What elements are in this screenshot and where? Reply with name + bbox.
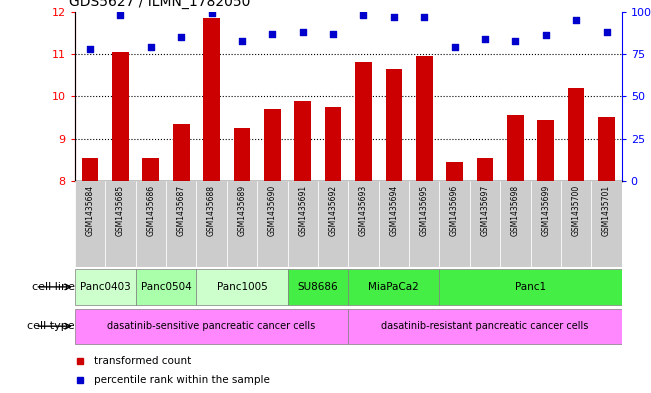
- Bar: [75, 181, 105, 267]
- Bar: [477, 158, 493, 181]
- Text: GDS5627 / ILMN_1782050: GDS5627 / ILMN_1782050: [70, 0, 251, 9]
- Bar: [446, 162, 463, 181]
- Text: GSM1435689: GSM1435689: [238, 185, 247, 236]
- Bar: [325, 107, 341, 181]
- Point: [540, 32, 551, 39]
- Bar: [288, 181, 318, 267]
- Text: GSM1435699: GSM1435699: [541, 185, 550, 236]
- Text: GSM1435687: GSM1435687: [176, 185, 186, 236]
- Text: Panc0504: Panc0504: [141, 282, 191, 292]
- Text: dasatinib-sensitive pancreatic cancer cells: dasatinib-sensitive pancreatic cancer ce…: [107, 321, 316, 331]
- Bar: [355, 62, 372, 181]
- Text: GSM1435685: GSM1435685: [116, 185, 125, 236]
- Bar: [537, 119, 554, 181]
- Text: SU8686: SU8686: [298, 282, 339, 292]
- Bar: [203, 18, 220, 181]
- Bar: [348, 309, 622, 344]
- Bar: [379, 181, 409, 267]
- Text: MiaPaCa2: MiaPaCa2: [368, 282, 419, 292]
- Text: cell line: cell line: [32, 282, 75, 292]
- Bar: [561, 181, 591, 267]
- Text: GSM1435700: GSM1435700: [572, 185, 581, 236]
- Text: GSM1435693: GSM1435693: [359, 185, 368, 236]
- Text: GSM1435691: GSM1435691: [298, 185, 307, 236]
- Bar: [288, 269, 348, 305]
- Bar: [500, 181, 531, 267]
- Bar: [166, 181, 197, 267]
- Point: [146, 44, 156, 50]
- Bar: [591, 181, 622, 267]
- Bar: [143, 158, 159, 181]
- Bar: [135, 181, 166, 267]
- Point: [358, 12, 368, 18]
- Point: [176, 34, 186, 40]
- Text: dasatinib-resistant pancreatic cancer cells: dasatinib-resistant pancreatic cancer ce…: [381, 321, 589, 331]
- Text: GSM1435684: GSM1435684: [85, 185, 94, 236]
- Text: Panc1: Panc1: [515, 282, 546, 292]
- Bar: [294, 101, 311, 181]
- Point: [480, 36, 490, 42]
- Point: [510, 37, 521, 44]
- Text: Panc1005: Panc1005: [217, 282, 268, 292]
- Bar: [82, 158, 98, 181]
- Bar: [75, 269, 135, 305]
- Point: [571, 17, 581, 23]
- Point: [389, 14, 399, 20]
- Point: [115, 12, 126, 18]
- Text: GSM1435698: GSM1435698: [511, 185, 520, 236]
- Point: [298, 29, 308, 35]
- Bar: [318, 181, 348, 267]
- Point: [449, 44, 460, 50]
- Text: Panc0403: Panc0403: [80, 282, 131, 292]
- Bar: [409, 181, 439, 267]
- Bar: [257, 181, 288, 267]
- Text: GSM1435688: GSM1435688: [207, 185, 216, 236]
- Text: GSM1435690: GSM1435690: [268, 185, 277, 236]
- Bar: [507, 115, 523, 181]
- Point: [602, 29, 612, 35]
- Bar: [385, 69, 402, 181]
- Bar: [105, 181, 135, 267]
- Bar: [173, 124, 189, 181]
- Point: [267, 31, 277, 37]
- Text: GSM1435696: GSM1435696: [450, 185, 459, 236]
- Bar: [197, 181, 227, 267]
- Bar: [568, 88, 585, 181]
- Text: GSM1435701: GSM1435701: [602, 185, 611, 236]
- Text: cell type: cell type: [27, 321, 75, 331]
- Text: GSM1435695: GSM1435695: [420, 185, 429, 236]
- Bar: [598, 118, 615, 181]
- Bar: [264, 109, 281, 181]
- Text: GSM1435686: GSM1435686: [146, 185, 156, 236]
- Point: [85, 46, 95, 52]
- Bar: [348, 269, 439, 305]
- Point: [206, 10, 217, 17]
- Bar: [112, 52, 129, 181]
- Bar: [135, 269, 197, 305]
- Bar: [531, 181, 561, 267]
- Point: [237, 37, 247, 44]
- Bar: [234, 128, 250, 181]
- Point: [419, 14, 430, 20]
- Text: percentile rank within the sample: percentile rank within the sample: [94, 375, 270, 386]
- Text: GSM1435692: GSM1435692: [329, 185, 338, 236]
- Bar: [227, 181, 257, 267]
- Bar: [439, 181, 470, 267]
- Text: GSM1435697: GSM1435697: [480, 185, 490, 236]
- Text: GSM1435694: GSM1435694: [389, 185, 398, 236]
- Bar: [416, 56, 432, 181]
- Bar: [197, 269, 288, 305]
- Bar: [439, 269, 622, 305]
- Bar: [348, 181, 379, 267]
- Bar: [75, 309, 348, 344]
- Bar: [470, 181, 500, 267]
- Point: [328, 31, 339, 37]
- Text: transformed count: transformed count: [94, 356, 191, 366]
